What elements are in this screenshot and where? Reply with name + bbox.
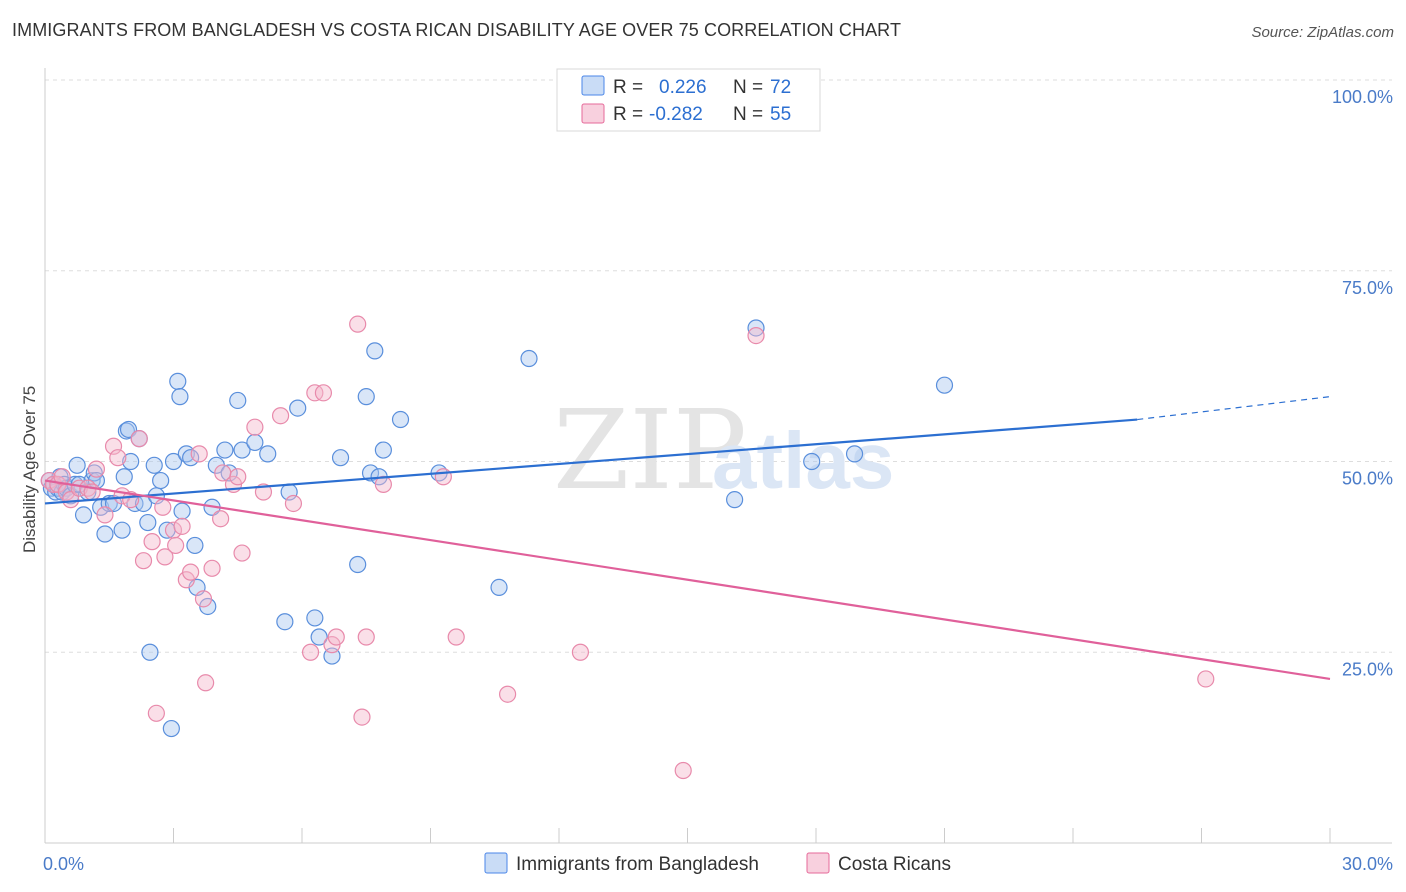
- data-point-costa-rica: [358, 629, 374, 645]
- data-point-bangladesh: [804, 454, 820, 470]
- bottom-legend-label-bangladesh: Immigrants from Bangladesh: [516, 854, 759, 875]
- data-point-bangladesh: [163, 721, 179, 737]
- data-point-costa-rica: [234, 545, 250, 561]
- data-point-costa-rica: [110, 450, 126, 466]
- data-point-costa-rica: [435, 469, 451, 485]
- data-point-bangladesh: [97, 526, 113, 542]
- x-tick-label: 0.0%: [43, 854, 84, 874]
- data-point-costa-rica: [204, 560, 220, 576]
- data-point-costa-rica: [213, 511, 229, 527]
- legend-swatch-blue: [582, 76, 604, 95]
- data-point-bangladesh: [140, 515, 156, 531]
- bottom-legend-swatch-pink: [807, 853, 829, 873]
- data-point-bangladesh: [146, 457, 162, 473]
- data-point-costa-rica: [155, 499, 171, 515]
- bottom-legend: Immigrants from Bangladesh Costa Ricans: [485, 853, 951, 875]
- data-point-bangladesh: [76, 507, 92, 523]
- legend-n-label-2: N =: [733, 104, 763, 125]
- legend-n-label-1: N =: [733, 77, 763, 98]
- legend-r-label-2: R =: [613, 104, 643, 125]
- data-point-costa-rica: [247, 419, 263, 435]
- data-point-bangladesh: [217, 442, 233, 458]
- data-point-bangladesh: [230, 392, 246, 408]
- y-axis-label: Disability Age Over 75: [20, 386, 39, 553]
- data-point-costa-rica: [1198, 671, 1214, 687]
- data-point-costa-rica: [350, 316, 366, 332]
- data-point-costa-rica: [215, 465, 231, 481]
- data-point-bangladesh: [937, 377, 953, 393]
- data-point-bangladesh: [153, 473, 169, 489]
- bottom-legend-swatch-blue: [485, 853, 507, 873]
- data-point-costa-rica: [500, 686, 516, 702]
- data-point-costa-rica: [303, 644, 319, 660]
- data-point-costa-rica: [230, 469, 246, 485]
- data-point-bangladesh: [277, 614, 293, 630]
- data-point-bangladesh: [727, 492, 743, 508]
- data-point-costa-rica: [144, 534, 160, 550]
- data-point-bangladesh: [375, 442, 391, 458]
- data-point-costa-rica: [328, 629, 344, 645]
- legend-n-value-1: 72: [770, 77, 791, 98]
- data-point-bangladesh: [333, 450, 349, 466]
- legend-r-label-1: R =: [613, 77, 643, 98]
- data-point-bangladesh: [116, 469, 132, 485]
- data-point-bangladesh: [69, 457, 85, 473]
- watermark-atlas: atlas: [712, 416, 894, 505]
- data-point-bangladesh: [350, 557, 366, 573]
- data-point-costa-rica: [148, 705, 164, 721]
- data-point-costa-rica: [191, 446, 207, 462]
- data-point-bangladesh: [114, 522, 130, 538]
- data-point-bangladesh: [521, 350, 537, 366]
- data-point-bangladesh: [290, 400, 306, 416]
- data-point-costa-rica: [183, 564, 199, 580]
- data-point-costa-rica: [354, 709, 370, 725]
- data-point-costa-rica: [572, 644, 588, 660]
- y-tick-label: 100.0%: [1332, 87, 1393, 107]
- data-point-bangladesh: [847, 446, 863, 462]
- data-point-bangladesh: [172, 389, 188, 405]
- data-point-costa-rica: [748, 328, 764, 344]
- data-point-costa-rica: [88, 461, 104, 477]
- x-tick-label: 30.0%: [1342, 854, 1393, 874]
- data-point-bangladesh: [367, 343, 383, 359]
- data-point-costa-rica: [97, 507, 113, 523]
- data-point-costa-rica: [315, 385, 331, 401]
- data-point-bangladesh: [142, 644, 158, 660]
- data-point-bangladesh: [358, 389, 374, 405]
- data-point-costa-rica: [195, 591, 211, 607]
- data-point-bangladesh: [260, 446, 276, 462]
- y-tick-label: 75.0%: [1342, 278, 1393, 298]
- data-point-bangladesh: [247, 434, 263, 450]
- data-point-costa-rica: [675, 763, 691, 779]
- data-point-costa-rica: [174, 518, 190, 534]
- watermark: ZIP atlas: [553, 386, 894, 514]
- scatter-chart: ZIP atlas 100.0% 75.0% 50.0% 25.0% 0.0% 30.0%…: [0, 0, 1406, 892]
- data-point-costa-rica: [131, 431, 147, 447]
- legend-swatch-pink: [582, 104, 604, 123]
- bottom-legend-label-costa-rica: Costa Ricans: [838, 854, 951, 875]
- top-legend: R = 0.226 N = 72 R = -0.282 N = 55: [557, 69, 820, 131]
- data-point-bangladesh: [491, 579, 507, 595]
- data-point-costa-rica: [168, 537, 184, 553]
- legend-r-value-1: 0.226: [659, 77, 707, 98]
- y-tick-label: 25.0%: [1342, 659, 1393, 679]
- data-point-bangladesh: [174, 503, 190, 519]
- data-point-costa-rica: [285, 495, 301, 511]
- y-tick-label: 50.0%: [1342, 469, 1393, 489]
- data-point-costa-rica: [136, 553, 152, 569]
- legend-r-value-2: -0.282: [649, 104, 703, 125]
- data-point-bangladesh: [170, 373, 186, 389]
- grid-lines: [45, 80, 1392, 652]
- trend-line-bangladesh-extension: [1137, 397, 1330, 420]
- data-point-costa-rica: [448, 629, 464, 645]
- data-point-bangladesh: [187, 537, 203, 553]
- legend-n-value-2: 55: [770, 104, 791, 125]
- data-point-costa-rica: [198, 675, 214, 691]
- data-point-bangladesh: [307, 610, 323, 626]
- data-point-costa-rica: [273, 408, 289, 424]
- data-point-bangladesh: [393, 412, 409, 428]
